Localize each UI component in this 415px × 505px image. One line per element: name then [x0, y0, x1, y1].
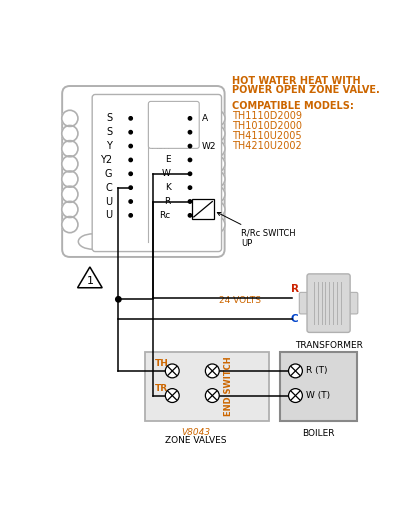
Circle shape	[188, 144, 192, 148]
Text: Y2: Y2	[100, 155, 112, 165]
Text: TH4210U2002: TH4210U2002	[232, 141, 302, 150]
Text: 1: 1	[86, 276, 93, 286]
Circle shape	[129, 158, 132, 162]
Text: W (T): W (T)	[306, 391, 330, 400]
Text: TRANSFORMER: TRANSFORMER	[295, 341, 363, 350]
Circle shape	[129, 130, 132, 134]
Circle shape	[165, 364, 179, 378]
FancyBboxPatch shape	[347, 292, 358, 314]
Circle shape	[62, 171, 78, 187]
Circle shape	[188, 214, 192, 217]
Text: Y: Y	[106, 141, 112, 151]
FancyBboxPatch shape	[145, 351, 269, 421]
Circle shape	[188, 117, 192, 120]
FancyBboxPatch shape	[62, 86, 225, 257]
Text: AUX: AUX	[152, 141, 171, 150]
Circle shape	[129, 200, 132, 203]
Circle shape	[188, 200, 192, 203]
Circle shape	[116, 296, 121, 302]
Ellipse shape	[179, 234, 208, 249]
Text: R: R	[164, 197, 171, 206]
Text: V8043: V8043	[181, 428, 210, 437]
Circle shape	[188, 130, 192, 134]
Circle shape	[209, 110, 225, 126]
Circle shape	[165, 389, 179, 402]
FancyBboxPatch shape	[307, 274, 350, 332]
Text: TH1110D2009: TH1110D2009	[232, 111, 302, 121]
Circle shape	[129, 144, 132, 148]
Circle shape	[62, 186, 78, 203]
Text: POWER OPEN ZONE VALVE.: POWER OPEN ZONE VALVE.	[232, 85, 380, 95]
Circle shape	[129, 172, 132, 175]
Text: U: U	[105, 211, 112, 220]
Text: L/A: L/A	[156, 114, 171, 123]
Circle shape	[62, 217, 78, 233]
Text: TH: TH	[154, 360, 168, 369]
FancyBboxPatch shape	[299, 292, 310, 314]
Text: R/Rc SWITCH
UP: R/Rc SWITCH UP	[217, 213, 295, 248]
Text: E: E	[165, 156, 171, 165]
Text: TR: TR	[155, 384, 168, 393]
Text: O/B: O/B	[155, 128, 171, 137]
Circle shape	[129, 214, 132, 217]
Circle shape	[288, 364, 303, 378]
Circle shape	[129, 117, 132, 120]
Text: S: S	[106, 113, 112, 123]
Circle shape	[205, 389, 219, 402]
Circle shape	[209, 156, 225, 172]
FancyBboxPatch shape	[92, 94, 222, 251]
Text: Rc: Rc	[159, 211, 171, 220]
Circle shape	[62, 156, 78, 172]
Text: ZONE VALVES: ZONE VALVES	[165, 436, 226, 444]
Text: END SWITCH: END SWITCH	[224, 357, 233, 416]
FancyBboxPatch shape	[192, 199, 214, 219]
Text: 24 VOLTS: 24 VOLTS	[219, 296, 261, 306]
Text: HOT WATER HEAT WITH: HOT WATER HEAT WITH	[232, 76, 361, 86]
Circle shape	[62, 201, 78, 218]
FancyBboxPatch shape	[149, 102, 199, 148]
Circle shape	[129, 186, 132, 189]
Text: C: C	[291, 314, 298, 324]
Circle shape	[209, 201, 225, 218]
Text: W: W	[162, 169, 171, 178]
Circle shape	[188, 172, 192, 175]
Text: BOILER: BOILER	[302, 429, 335, 438]
Circle shape	[62, 140, 78, 157]
Circle shape	[62, 125, 78, 141]
Circle shape	[288, 389, 303, 402]
Circle shape	[209, 125, 225, 141]
Circle shape	[188, 158, 192, 162]
Text: S: S	[106, 127, 112, 137]
Text: K: K	[165, 183, 171, 192]
Text: A: A	[202, 114, 208, 123]
Circle shape	[205, 364, 219, 378]
Text: R: R	[290, 284, 298, 294]
Text: TH4110U2005: TH4110U2005	[232, 131, 302, 141]
Text: TH1010D2000: TH1010D2000	[232, 121, 302, 131]
Text: COMPATIBLE MODELS:: COMPATIBLE MODELS:	[232, 100, 354, 111]
Ellipse shape	[78, 234, 107, 249]
Text: R (T): R (T)	[306, 367, 328, 375]
FancyBboxPatch shape	[280, 351, 357, 421]
Circle shape	[188, 186, 192, 189]
Text: W2: W2	[202, 141, 216, 150]
Circle shape	[209, 186, 225, 203]
Circle shape	[62, 110, 78, 126]
Text: U: U	[105, 196, 112, 207]
Text: G: G	[105, 169, 112, 179]
Circle shape	[209, 171, 225, 187]
Circle shape	[209, 140, 225, 157]
Circle shape	[209, 217, 225, 233]
Text: C: C	[105, 183, 112, 192]
